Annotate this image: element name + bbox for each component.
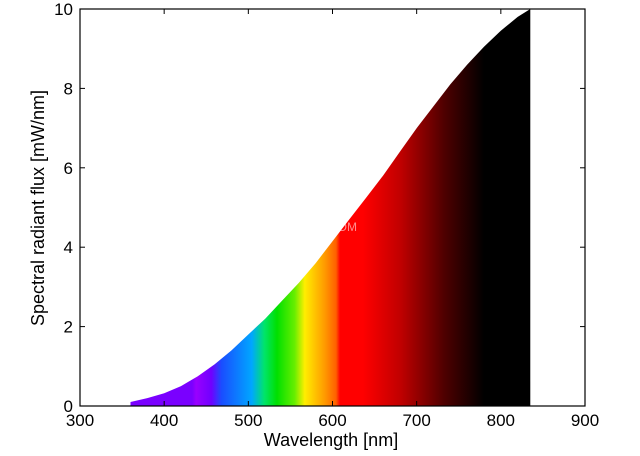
x-axis-title: Wavelength [nm] bbox=[264, 430, 398, 450]
x-tick-label: 400 bbox=[150, 411, 178, 430]
spectrum-area bbox=[130, 9, 531, 406]
y-tick-label: 2 bbox=[64, 318, 73, 337]
y-tick-label: 6 bbox=[64, 159, 73, 178]
x-tick-label: 800 bbox=[487, 411, 515, 430]
x-tick-label: 500 bbox=[234, 411, 262, 430]
y-tick-label: 0 bbox=[64, 397, 73, 416]
x-tick-label: 900 bbox=[571, 411, 599, 430]
x-tick-label: 600 bbox=[318, 411, 346, 430]
x-tick-label: 700 bbox=[402, 411, 430, 430]
y-tick-label: 10 bbox=[54, 0, 73, 19]
y-tick-label: 4 bbox=[64, 238, 73, 257]
y-axis-title: Spectral radiant flux [mW/nm] bbox=[28, 90, 48, 326]
axis-ticks: 300 400 500 600 700 800 900 0 2 4 6 8 10 bbox=[54, 0, 599, 430]
y-tick-label: 8 bbox=[64, 79, 73, 98]
spectrum-area-layer bbox=[130, 9, 531, 406]
x-tick-label: 300 bbox=[66, 411, 94, 430]
watermark-text: www.***.COM bbox=[282, 220, 357, 234]
